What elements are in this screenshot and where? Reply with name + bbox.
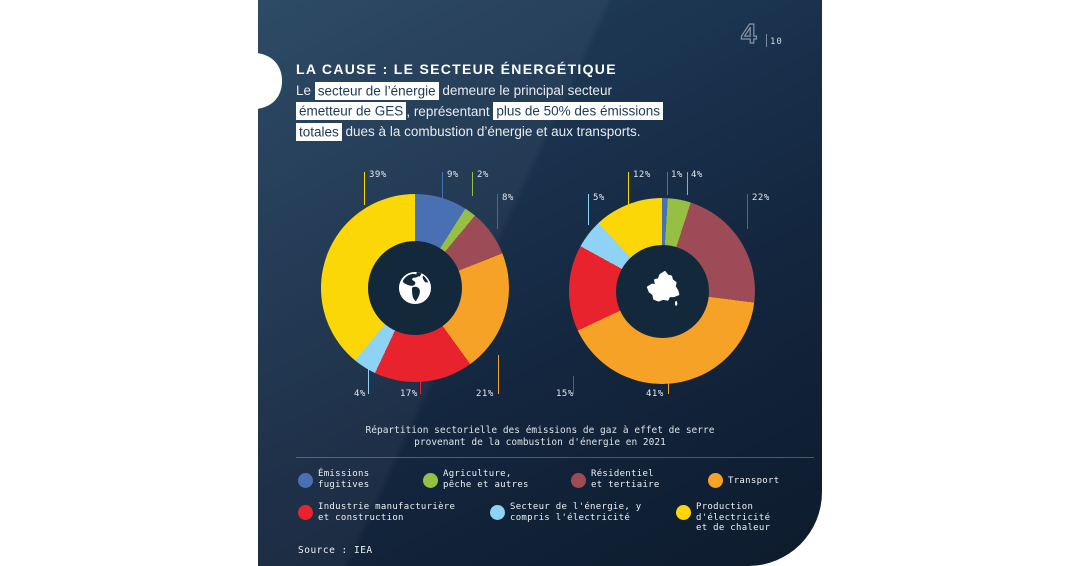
legend-label: Secteur de l'énergie, y compris l'électr… <box>510 502 642 523</box>
page-number-separator <box>766 34 767 47</box>
donut-chart-world-hole <box>368 241 462 335</box>
segment-value-label: 15% <box>556 389 574 399</box>
segment-value-label: 41% <box>646 389 664 399</box>
page-number-total: 10 <box>770 37 783 47</box>
divider-line <box>296 457 814 458</box>
callout-line <box>747 194 748 229</box>
legend-label: Industrie manufacturière et construction <box>318 502 456 523</box>
segment-value-label: 4% <box>691 170 703 180</box>
callout-line <box>687 172 688 195</box>
legend-label: Transport <box>728 476 780 486</box>
callout-line <box>628 172 629 205</box>
intro-paragraph: Le secteur de l’énergie demeure le princ… <box>296 81 663 143</box>
segment-value-label: 4% <box>354 389 366 399</box>
legend-dot-emissions-fugitives <box>298 473 313 488</box>
segment-value-label: 39% <box>369 170 387 180</box>
segment-value-label: 9% <box>447 170 459 180</box>
page-number: 4 10 <box>740 17 811 54</box>
callout-line <box>573 376 574 394</box>
segment-value-label: 8% <box>502 193 514 203</box>
callout-line <box>364 172 365 205</box>
segment-value-label: 1% <box>671 170 683 180</box>
intro-text: dues à la combustion d’énergie et aux tr… <box>341 124 641 139</box>
segment-value-label: 21% <box>476 389 494 399</box>
chart-caption: Répartition sectorielle des émissions de… <box>365 425 715 448</box>
globe-icon <box>398 271 432 305</box>
callout-line <box>667 172 668 195</box>
intro-highlight: secteur de l’énergie <box>314 81 439 100</box>
legend-dot-residentiel <box>571 473 586 488</box>
legend-label: Agriculture, pêche et autres <box>443 469 529 490</box>
page-title: LA CAUSE : LE SECTEUR ÉNERGÉTIQUE <box>296 61 617 77</box>
legend-label: Production d'électricité et de chaleur <box>696 502 771 533</box>
intro-highlight: plus de 50% des émissions <box>493 102 663 120</box>
legend-dot-agriculture <box>423 473 438 488</box>
legend-dot-production-electricite <box>676 505 691 520</box>
segment-value-label: 22% <box>752 193 770 203</box>
callout-line <box>497 194 498 229</box>
france-map-icon <box>646 271 680 306</box>
slide-card: 4 10 LA CAUSE : LE SECTEUR ÉNERGÉTIQUE L… <box>257 0 822 566</box>
callout-line <box>498 355 499 394</box>
callout-line <box>420 376 421 394</box>
callout-line <box>472 172 473 196</box>
callout-line <box>368 365 369 394</box>
segment-value-label: 12% <box>633 170 651 180</box>
donut-chart-france-hole <box>615 244 709 338</box>
segment-value-label: 2% <box>477 170 489 180</box>
segment-value-label: 5% <box>593 193 605 203</box>
intro-text: , représentant <box>406 103 494 119</box>
legend-label: Émissions fugitives <box>318 469 370 490</box>
callout-line <box>588 194 589 225</box>
legend-dot-industrie <box>298 505 313 520</box>
intro-text: Le <box>296 83 315 98</box>
legend-dot-secteur-energie <box>490 505 505 520</box>
legend-dot-transport <box>708 473 723 488</box>
source-credit: Source : IEA <box>298 545 373 556</box>
callout-line <box>442 172 443 205</box>
intro-text: demeure le principal secteur <box>438 83 612 98</box>
callout-line <box>668 355 669 394</box>
legend-label: Résidentiel et tertiaire <box>591 469 660 490</box>
left-edge-notch <box>257 53 282 109</box>
page-number-current: 4 <box>740 17 757 49</box>
segment-value-label: 17% <box>400 389 418 399</box>
intro-highlight: totales <box>296 122 342 141</box>
intro-highlight: émetteur de GES <box>296 102 407 120</box>
